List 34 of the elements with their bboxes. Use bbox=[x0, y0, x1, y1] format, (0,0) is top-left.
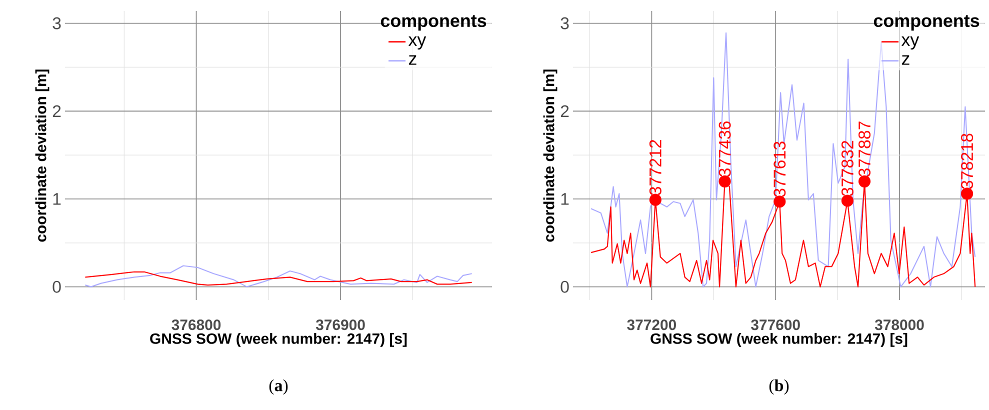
annotation: 377832 bbox=[841, 140, 854, 196]
y-axis-title: coordinate deviation [m] bbox=[543, 70, 558, 242]
x-tick-label: 378000 bbox=[874, 320, 924, 330]
annotation: 377212 bbox=[649, 140, 662, 196]
x-tick-label: 377200 bbox=[627, 320, 676, 330]
legend-title: components bbox=[874, 15, 980, 31]
x-tick-label: 376900 bbox=[316, 320, 365, 330]
legend-title: components bbox=[380, 15, 486, 31]
x-tick-label: 377600 bbox=[751, 320, 800, 330]
y-tick-label: 1 bbox=[561, 193, 569, 205]
y-tick-label: 1 bbox=[53, 193, 61, 205]
legend-label: z bbox=[902, 55, 910, 65]
x-tick-label: 376800 bbox=[172, 320, 221, 330]
text: (b) bbox=[769, 379, 789, 395]
text: (a) bbox=[269, 379, 288, 395]
legend-label: xy bbox=[408, 36, 426, 50]
y-tick-label: 3 bbox=[52, 17, 61, 30]
annotation: 377436 bbox=[718, 121, 731, 177]
line-series bbox=[84, 265, 472, 288]
line-series bbox=[84, 271, 472, 286]
y-tick-label: 2 bbox=[560, 105, 569, 118]
y-tick-label: 0 bbox=[52, 280, 61, 293]
y-axis-title: coordinate deviation [m] bbox=[35, 70, 50, 242]
line-series bbox=[590, 32, 976, 288]
annotation: 378218 bbox=[961, 134, 974, 189]
x-axis-title: GNSS SOW (week number: 2147) [s] bbox=[650, 332, 908, 347]
annotation: 377613 bbox=[774, 142, 786, 197]
y-tick-label: 3 bbox=[560, 17, 569, 30]
x-axis-title: GNSS SOW (week number: 2147) [s] bbox=[150, 332, 407, 347]
legend-label: xy bbox=[901, 36, 920, 50]
annotation: 377887 bbox=[858, 122, 871, 177]
y-tick-label: 2 bbox=[52, 105, 61, 118]
legend-label: z bbox=[408, 55, 416, 65]
y-tick-label: 0 bbox=[560, 280, 569, 293]
